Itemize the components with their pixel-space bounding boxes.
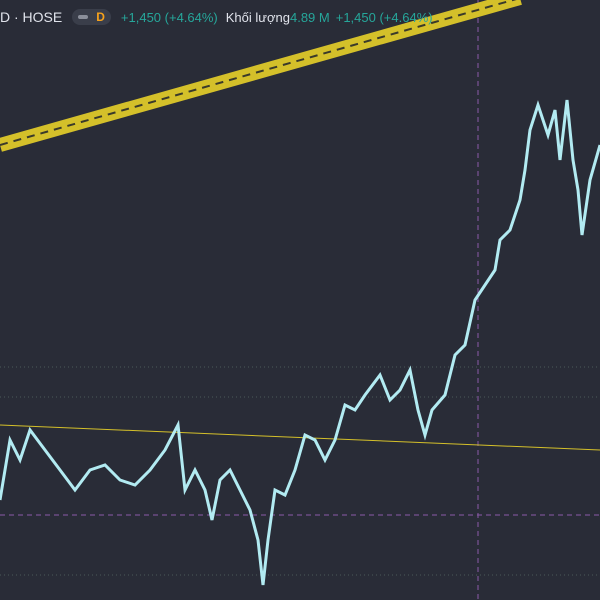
price-line	[0, 99, 600, 586]
symbol[interactable]: D · HOSE	[0, 9, 63, 25]
legend-bar: D · HOSE D +1,450 (+4.64%) Khối lượng 4.…	[0, 6, 433, 28]
interval-badge[interactable]: D	[72, 9, 111, 25]
price-change: +1,450 (+4.64%)	[120, 9, 218, 25]
support-line	[0, 424, 600, 451]
interval: D	[96, 10, 105, 24]
volume-label: Khối lượng	[225, 9, 290, 25]
volume-change: +1,450 (+4.64%)	[335, 9, 433, 25]
toggle	[78, 15, 89, 19]
volume: 4.89 M	[289, 9, 330, 25]
trend-channel-mid	[0, 0, 517, 146]
